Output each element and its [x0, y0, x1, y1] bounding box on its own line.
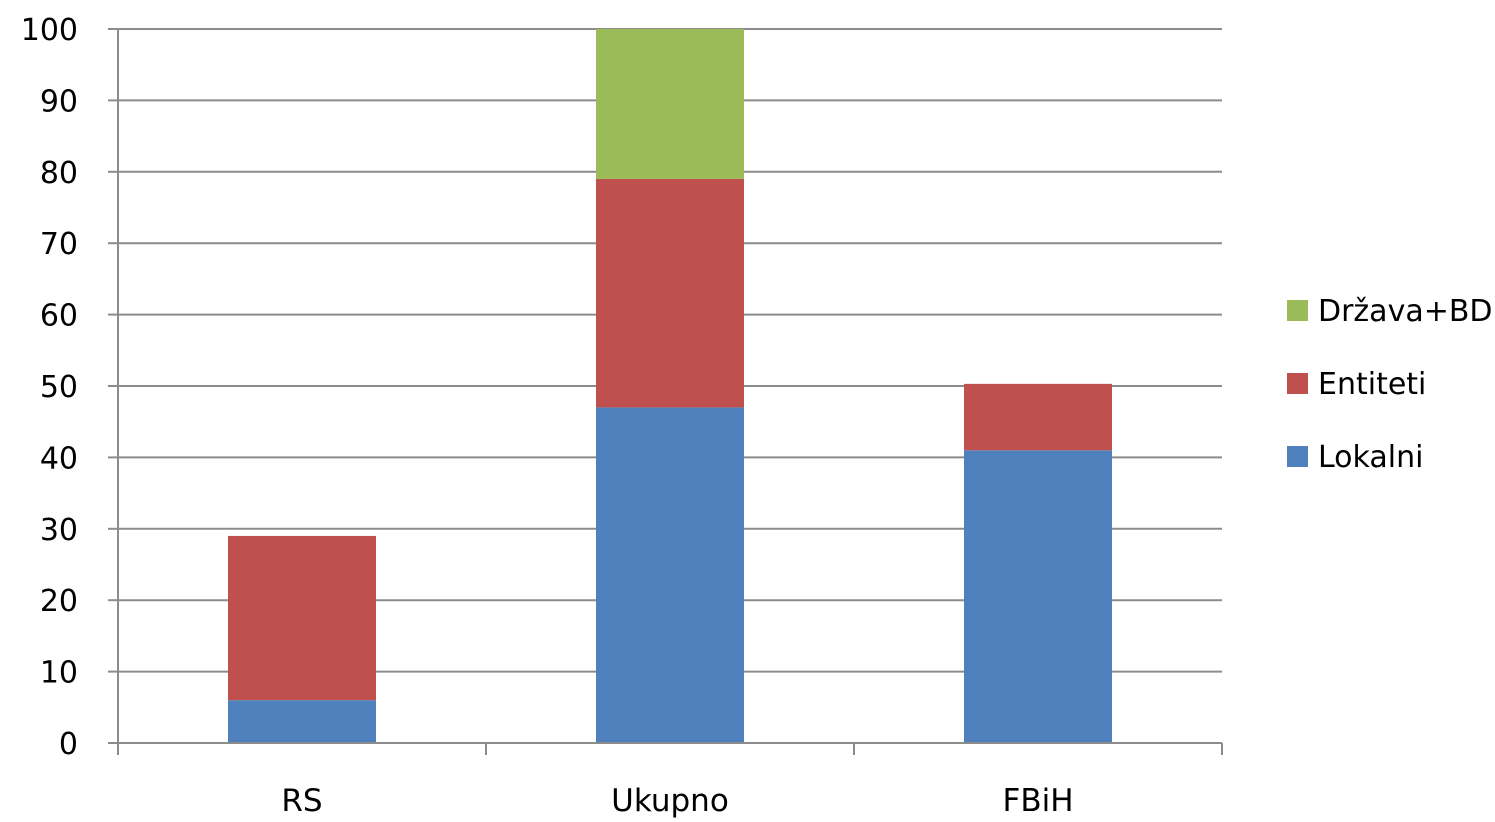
y-tick-label: 100 — [21, 13, 78, 48]
y-tick-label: 0 — [59, 727, 78, 762]
bar-stacks — [228, 29, 1112, 743]
x-category-label: RS — [281, 783, 322, 819]
y-tick-label: 80 — [40, 156, 78, 191]
legend: Država+BD Entiteti Lokalni — [1287, 294, 1493, 475]
y-tick-label: 30 — [40, 513, 78, 548]
bar-fbih-entiteti — [964, 383, 1112, 451]
axes — [108, 28, 1223, 755]
x-category-label: Ukupno — [611, 783, 729, 819]
legend-swatch-entiteti — [1287, 373, 1308, 394]
y-tick-label: 50 — [40, 370, 78, 405]
bar-ukupno-dr-ava-bd — [596, 29, 744, 179]
bar-ukupno-lokalni — [596, 407, 744, 743]
y-tick-label: 40 — [40, 441, 78, 476]
legend-label-entiteti: Entiteti — [1318, 367, 1426, 402]
y-axis-tick-labels: 0 10 20 30 40 50 60 70 80 90 100 — [21, 13, 78, 762]
y-tick-label: 90 — [40, 84, 78, 119]
bar-fbih-lokalni — [964, 450, 1112, 743]
y-tick-label: 70 — [40, 227, 78, 262]
y-tick-label: 20 — [40, 584, 78, 619]
bar-rs-lokalni — [228, 700, 376, 743]
legend-swatch-lokalni — [1287, 446, 1308, 467]
legend-label-lokalni: Lokalni — [1318, 440, 1423, 475]
bar-rs-entiteti — [228, 535, 376, 701]
bar-ukupno-entiteti — [596, 178, 744, 408]
legend-swatch-dr-ava-bd — [1287, 300, 1308, 321]
x-category-label: FBiH — [1002, 783, 1073, 819]
legend-label-dr-ava-bd: Država+BD — [1318, 294, 1493, 329]
y-tick-label: 60 — [40, 299, 78, 334]
x-axis-category-labels: RS Ukupno FBiH — [281, 783, 1073, 819]
y-tick-label: 10 — [40, 656, 78, 691]
